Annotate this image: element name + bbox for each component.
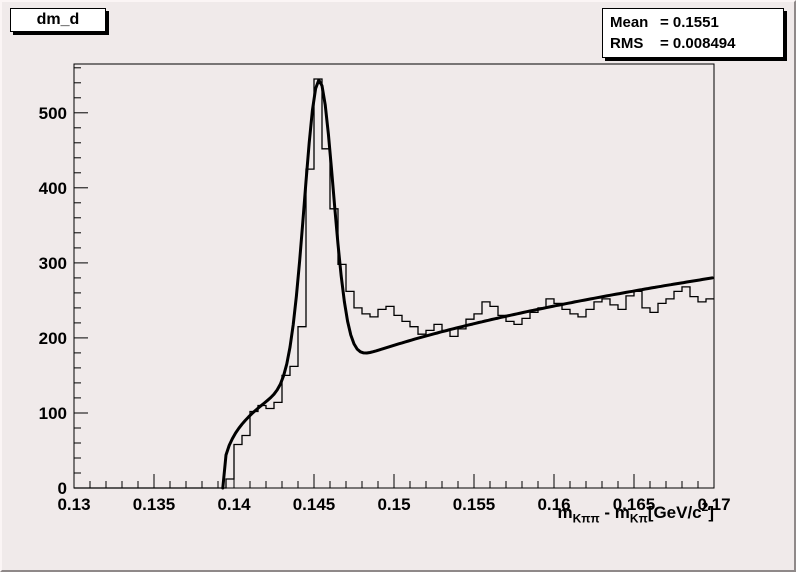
stats-rms-label: RMS [610,35,644,52]
svg-text:0.165: 0.165 [613,495,656,514]
svg-text:0: 0 [58,479,67,498]
stats-box: Mean = 0.1551 RMS = 0.008494 [602,8,784,58]
fit-curve [221,78,714,490]
svg-text:400: 400 [39,179,67,198]
svg-text:200: 200 [39,329,67,348]
x-axis-label-sub2: Kπ [629,511,648,526]
stats-mean-value: = 0.1551 [660,14,719,31]
y-axis-tick-labels: 0 100 200 300 400 500 [39,104,67,498]
svg-text:0.14: 0.14 [217,495,251,514]
x-axis-ticks [73,474,715,488]
stats-row-mean: Mean = 0.1551 [610,12,776,33]
x-axis-label-base1: m [557,503,573,522]
histogram-title: dm_d [36,11,80,28]
svg-text:100: 100 [39,404,67,423]
stats-rms-value: = 0.008494 [660,35,736,52]
x-axis-label: mKππ - mKπ[GeV/c2] [558,500,714,525]
svg-text:300: 300 [39,254,67,273]
histogram-line [74,78,714,489]
stats-mean-label: Mean [610,14,649,31]
stats-row-rms: RMS = 0.008494 [610,33,776,54]
histogram-title-box: dm_d [10,8,106,32]
x-axis-label-sub1: Kππ [572,511,600,526]
x-axis-tick-labels: 0.13 0.135 0.14 0.145 0.15 0.155 0.16 0.165 0.17 [57,495,730,514]
x-axis-label-middle: - m [599,503,630,522]
svg-text:0.155: 0.155 [453,495,496,514]
x-axis-label-exponent: 2 [701,500,709,514]
svg-text:0.145: 0.145 [293,495,336,514]
svg-text:0.135: 0.135 [133,495,176,514]
svg-text:0.16: 0.16 [537,495,570,514]
svg-text:500: 500 [39,104,67,123]
x-axis-label-unit: [GeV/c [647,503,702,522]
x-axis-label-close: ] [708,503,714,522]
svg-text:0.13: 0.13 [57,495,90,514]
y-axis-ticks [74,67,88,489]
svg-text:0.17: 0.17 [697,495,730,514]
svg-text:0.15: 0.15 [377,495,410,514]
plot-frame [73,63,715,489]
